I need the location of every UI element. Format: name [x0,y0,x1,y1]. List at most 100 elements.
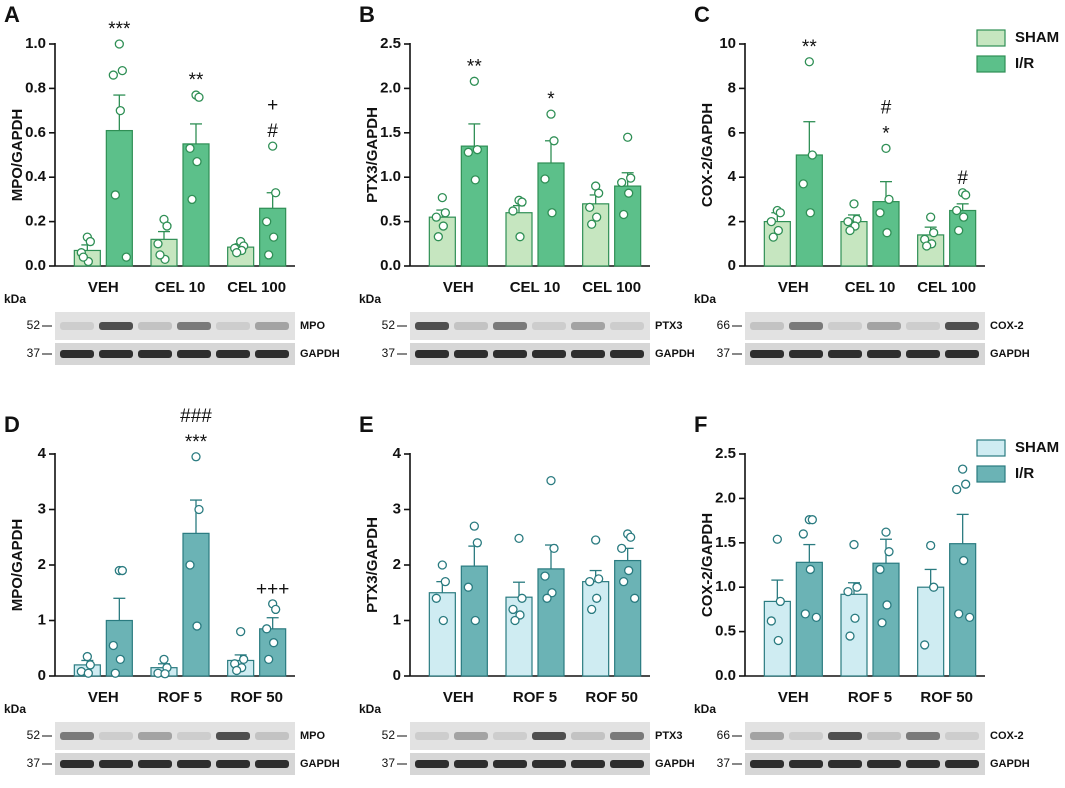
blot-band [571,732,605,740]
blot-size: 52 [27,728,41,742]
significance: # [267,121,278,142]
data-point [630,593,640,603]
x-tick-label: VEH [88,689,119,706]
panel: C COX-2/GAPDH 0 2 4 6 8 10 VEH ** CEL 10 # * CEL 100 #… [694,2,1059,365]
data-point [807,515,817,525]
blot-size: 52 [382,728,396,742]
blot-strip [745,753,985,775]
blot-band [867,732,901,740]
blot-band [867,760,901,768]
data-point [805,564,815,575]
blot-band [828,322,862,330]
data-point [549,136,559,146]
data-point [542,593,552,603]
significance: # [957,168,968,189]
y-tick-label: 2.0 [715,489,736,506]
data-point [547,208,557,218]
legend-label: I/R [1015,465,1034,482]
y-tick-label: 0.5 [380,213,401,230]
blot-name: COX-2 [990,730,1024,742]
data-point [153,239,163,249]
panel: A MPO/GAPDH 0.0 0.2 0.4 0.6 0.8 1.0 VEH *** CEL 10… [4,2,340,365]
blot-band [571,760,605,768]
blot-name: GAPDH [655,758,695,770]
blot-band [945,760,979,768]
data-point [517,593,527,603]
data-point [958,464,968,474]
data-point [232,248,242,258]
blot-band [99,732,133,740]
x-tick-label: CEL 100 [227,279,286,296]
blot-band [216,732,250,740]
blot-band [255,760,289,768]
x-tick-label: ROF 50 [920,689,973,706]
significance: * [547,89,555,110]
data-point [845,225,855,236]
blot-band [750,350,784,358]
panel-label: E [359,412,374,437]
bar [763,600,791,677]
data-point [271,604,281,615]
data-point [592,593,602,603]
data-point [108,70,118,80]
y-tick-label: 2.5 [715,445,736,462]
data-point [926,540,936,551]
blot-band [454,760,488,768]
data-point [517,197,527,207]
blot-band [415,760,449,768]
blot-band [216,760,250,768]
data-point [469,76,479,86]
blot-band [99,322,133,330]
legend-swatch [976,439,1006,457]
data-point [117,65,127,76]
y-tick-label: 6 [728,124,736,141]
panel-label: C [694,2,710,27]
y-tick-label: 0.4 [25,168,47,185]
data-point [463,147,473,157]
blot-band [867,322,901,330]
data-point [78,252,88,262]
blot-band [138,760,172,768]
data-point [882,600,892,610]
data-point [954,225,964,236]
blot-name: GAPDH [300,348,340,360]
y-tick-label: 0.0 [25,257,46,274]
data-point [843,586,853,597]
significance: ** [189,70,204,91]
x-tick-label: VEH [778,279,809,296]
data-point [264,250,274,260]
blot-strip [745,343,985,365]
blot-band [906,322,940,330]
significance: ** [467,56,482,77]
blot-band [60,732,94,740]
data-point [117,565,127,576]
data-point [185,560,195,570]
blot-band [945,350,979,358]
data-point [191,452,201,462]
x-tick-label: CEL 10 [155,279,206,296]
y-tick-label: 0.0 [380,257,401,274]
y-tick-label: 1.0 [715,578,736,595]
data-point [624,188,634,198]
data-point [192,621,202,631]
data-point [849,199,859,209]
bar [949,543,977,677]
data-point [508,604,518,615]
data-point [766,616,776,626]
legend-label: SHAM [1015,439,1059,456]
data-point [922,241,932,251]
blot-band [493,322,527,330]
data-point [185,143,195,153]
bar [460,145,488,267]
blot-name: MPO [300,320,326,332]
data-point [85,660,95,670]
blot-strip [55,753,295,775]
legend-swatch [976,29,1006,47]
y-tick-label: 1.5 [715,534,736,551]
blot-band [493,760,527,768]
data-point [82,651,92,662]
blot-band [99,760,133,768]
blot-band [493,350,527,358]
blot-band [177,732,211,740]
data-point [187,194,197,205]
